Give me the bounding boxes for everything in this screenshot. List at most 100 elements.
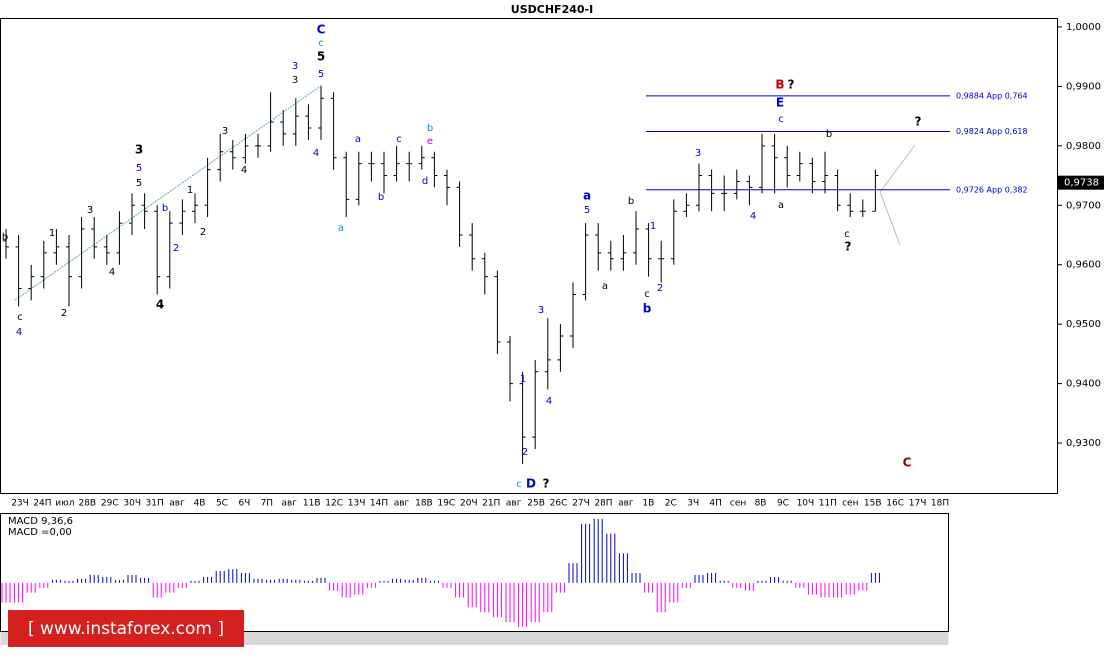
- y-tick-label: 0,9900: [1066, 81, 1101, 92]
- x-tick-label: 28П: [594, 499, 612, 509]
- wave-label: b: [2, 232, 8, 243]
- wave-label: a: [355, 134, 361, 145]
- wave-label: 2: [200, 227, 206, 238]
- wave-label: 5: [317, 50, 325, 64]
- wave-label: b: [643, 302, 652, 316]
- y-tick-label: 0,9300: [1066, 438, 1101, 449]
- ohlc-bar: [3, 229, 9, 259]
- wave-label: a: [602, 281, 608, 292]
- ohlc-bar: [255, 133, 261, 158]
- x-tick-label: 27Ч: [572, 499, 590, 509]
- x-tick-label: 13Ч: [348, 499, 366, 509]
- projection-line: [879, 144, 916, 193]
- wave-label: ?: [915, 115, 922, 129]
- wave-label: 1: [49, 228, 55, 239]
- ohlc-bar: [620, 234, 627, 271]
- wave-label: 1: [650, 221, 656, 232]
- wave-label: c: [318, 38, 324, 49]
- ohlc-bar: [834, 169, 841, 212]
- ohlc-bar: [759, 133, 765, 194]
- wave-label: 3: [87, 205, 93, 216]
- wave-label: 2: [61, 308, 67, 319]
- ohlc-bar: [519, 371, 526, 464]
- ohlc-bar: [91, 217, 98, 259]
- wave-label: 3: [135, 143, 143, 157]
- x-tick-label: авг: [169, 499, 185, 509]
- ohlc-bar: [444, 169, 450, 206]
- level-label: 0,9824 Арр 0,618: [956, 127, 1028, 136]
- wave-label: 5: [136, 163, 142, 174]
- wave-label: D: [526, 477, 536, 491]
- ohlc-bar: [53, 229, 60, 265]
- ohlc-bar: [645, 223, 652, 277]
- wave-label: C: [903, 456, 912, 470]
- x-tick-label: 11П: [819, 499, 837, 509]
- x-tick-label: 5С: [216, 499, 228, 509]
- macd-frame: [0, 513, 949, 632]
- x-tick-label: 20Ч: [460, 499, 478, 509]
- x-tick-label: 7П: [261, 499, 274, 509]
- x-tick-label: 6Ч: [238, 499, 250, 509]
- ohlc-bar: [292, 98, 299, 146]
- y-tick-label: 1,0000: [1066, 22, 1101, 33]
- x-tick-label: 30Ч: [123, 499, 141, 509]
- wave-label: 4: [750, 211, 756, 222]
- wave-label: 4: [313, 148, 319, 159]
- ohlc-bar: [633, 211, 639, 265]
- x-tick-label: 24П: [33, 499, 51, 509]
- wave-label: 4: [16, 327, 22, 338]
- wave-label: b: [427, 123, 433, 134]
- x-tick-label: 15В: [864, 499, 882, 509]
- wave-label: a: [583, 189, 591, 203]
- ohlc-bar: [859, 199, 866, 218]
- x-tick-label: авг: [394, 499, 410, 509]
- wave-label: 3: [222, 126, 228, 137]
- x-tick-label: 3Ч: [687, 499, 699, 509]
- wave-label: a: [778, 200, 784, 211]
- wave-label: d: [422, 176, 428, 187]
- x-tick-label: сен: [730, 499, 746, 509]
- wave-label: b: [162, 203, 168, 214]
- watermark: [ www.instaforex.com ]: [28, 619, 224, 639]
- wave-label: 3: [538, 305, 544, 316]
- ohlc-bar: [494, 270, 501, 354]
- y-tick-label: 0,9800: [1066, 141, 1101, 152]
- ohlc-bar: [784, 145, 791, 188]
- macd-title: MACD 9,36,6: [8, 516, 73, 527]
- main-frame: [0, 18, 1058, 494]
- level-label: 0,9884 Арр 0,764: [956, 91, 1028, 100]
- wave-label: 2: [173, 243, 179, 254]
- ohlc-bar: [721, 175, 728, 212]
- ohlc-bar: [570, 282, 576, 348]
- x-tick-label: 23Ч: [11, 499, 29, 509]
- wave-label: 4: [546, 396, 552, 407]
- ohlc-bar: [40, 240, 47, 289]
- ohlc-bar: [28, 264, 35, 301]
- x-tick-label: 26С: [550, 499, 568, 509]
- ohlc-bar: [544, 318, 551, 390]
- ohlc-bar: [683, 193, 690, 218]
- x-tick-label: 11В: [303, 499, 321, 509]
- ohlc-bar: [456, 181, 463, 247]
- ohlc-bar: [280, 110, 287, 146]
- ohlc-bar: [355, 151, 362, 206]
- ohlc-bar: [658, 240, 665, 283]
- wave-label: c: [644, 289, 650, 300]
- x-tick-label: 8В: [755, 499, 767, 509]
- x-tick-label: авг: [506, 499, 522, 509]
- ohlc-bar: [116, 211, 123, 265]
- wave-label: 3: [292, 61, 298, 72]
- ohlc-bar: [267, 92, 274, 152]
- projection-line: [879, 191, 901, 246]
- wave-label: 3: [695, 148, 701, 159]
- ohlc-bar: [217, 133, 224, 182]
- ohlc-bar: [330, 92, 337, 170]
- x-tick-label: 10Ч: [797, 499, 815, 509]
- ohlc-bar: [418, 145, 425, 170]
- wave-label: a: [338, 223, 344, 234]
- wave-label: c: [516, 479, 522, 490]
- wave-label: 4: [156, 298, 164, 312]
- wave-label: E: [776, 96, 784, 110]
- ohlc-bar: [141, 193, 148, 230]
- macd-value: MACD =0,00: [8, 527, 72, 538]
